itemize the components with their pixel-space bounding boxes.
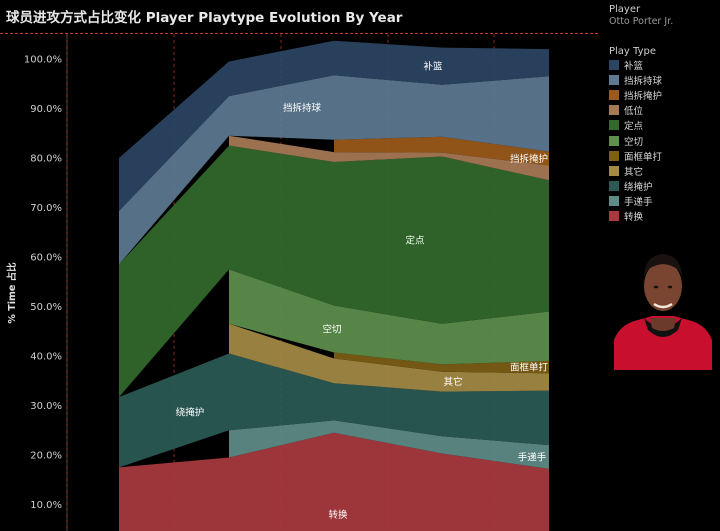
- legend-swatch: [609, 89, 619, 100]
- y-tick-label: 60.0%: [30, 253, 62, 264]
- area-label-7: 绕掩护: [176, 407, 205, 419]
- y-tick-label: 40.0%: [30, 352, 62, 363]
- legend-item-2[interactable]: 挡拆掩护: [609, 87, 720, 102]
- legend-label: 定点: [624, 121, 644, 133]
- legend-item-5[interactable]: 空切: [609, 133, 720, 148]
- area-8[interactable]: [229, 323, 549, 392]
- legend-swatch: [609, 105, 619, 116]
- legend-item-3[interactable]: 低位: [609, 103, 720, 118]
- legend-label: 其它: [624, 166, 644, 178]
- area-2[interactable]: [119, 75, 549, 265]
- area-3[interactable]: [334, 136, 549, 166]
- legend-label: 挡拆掩护: [624, 90, 663, 102]
- area-label-6: 其它: [443, 376, 462, 388]
- legend-item-10[interactable]: 转换: [609, 209, 720, 224]
- legend-label: 绕掩护: [624, 182, 653, 194]
- player-avatar: [614, 254, 712, 370]
- y-tick-label: 100.0%: [24, 55, 62, 66]
- legend-swatch: [609, 135, 619, 146]
- header-divider: [0, 33, 598, 34]
- area-9[interactable]: [119, 353, 549, 468]
- player-label: Player: [609, 4, 641, 15]
- area-label-8: 手递手: [518, 452, 547, 464]
- legend-item-8[interactable]: 绕掩护: [609, 179, 720, 194]
- area-label-2: 挡拆掩护: [510, 153, 548, 165]
- legend-item-7[interactable]: 其它: [609, 163, 720, 178]
- legend-swatch: [609, 150, 619, 161]
- legend-swatch: [609, 181, 619, 192]
- area-label-4: 空切: [322, 324, 341, 336]
- legend-item-1[interactable]: 挡拆持球: [609, 72, 720, 87]
- chart-title: 球员进攻方式占比变化 Player Playtype Evolution By …: [6, 10, 403, 26]
- legend-title: Play Type: [609, 46, 657, 57]
- legend-swatch: [609, 120, 619, 131]
- y-tick-label: 10.0%: [30, 500, 62, 511]
- y-tick-label: 80.0%: [30, 154, 62, 165]
- legend-item-4[interactable]: 定点: [609, 118, 720, 133]
- legend-item-0[interactable]: 补篮: [609, 57, 720, 72]
- y-tick-label: 20.0%: [30, 451, 62, 462]
- area-label-9: 转换: [328, 509, 348, 521]
- legend-swatch: [609, 196, 619, 207]
- legend-label: 转换: [624, 212, 644, 224]
- legend-label: 手递手: [624, 197, 653, 209]
- area-1[interactable]: [119, 40, 549, 212]
- y-tick-label: 90.0%: [30, 104, 62, 115]
- legend-label: 挡拆持球: [624, 75, 663, 87]
- y-tick-label: 30.0%: [30, 401, 62, 412]
- legend-label: 空切: [624, 136, 644, 148]
- area-11[interactable]: [119, 432, 549, 531]
- area-5[interactable]: [119, 145, 549, 398]
- chart: 10.0% 20.0% 30.0% 40.0% 50.0% 60.0% 70.0% 80.0%…: [6, 34, 549, 531]
- area-label-0: 补篮: [423, 61, 443, 73]
- area-label-5: 面框单打: [510, 362, 549, 374]
- area-7[interactable]: [334, 352, 549, 374]
- legend-swatch: [609, 59, 619, 70]
- legend-swatch: [609, 74, 619, 85]
- y-axis-label: % Time 占比: [6, 262, 18, 324]
- legend: 补篮挡拆持球挡拆掩护低位定点空切面框单打其它绕掩护手递手转换: [609, 57, 720, 224]
- legend-label: 补篮: [624, 60, 644, 72]
- area-4[interactable]: [229, 135, 549, 181]
- area-6[interactable]: [229, 269, 549, 365]
- side-panel: Player Otto Porter Jr. Play Type 补篮挡拆持球挡…: [609, 4, 720, 224]
- legend-item-6[interactable]: 面框单打: [609, 148, 720, 163]
- area-label-1: 挡拆持球: [283, 102, 322, 114]
- legend-label: 低位: [624, 106, 644, 118]
- area-10[interactable]: [229, 420, 549, 469]
- player-name: Otto Porter Jr.: [609, 16, 674, 27]
- legend-swatch: [609, 165, 619, 176]
- y-tick-label: 70.0%: [30, 203, 62, 214]
- legend-item-9[interactable]: 手递手: [609, 194, 720, 209]
- y-tick-label: 50.0%: [30, 302, 62, 313]
- legend-swatch: [609, 211, 619, 222]
- area-label-3: 定点: [405, 235, 425, 247]
- legend-label: 面框单打: [624, 151, 663, 163]
